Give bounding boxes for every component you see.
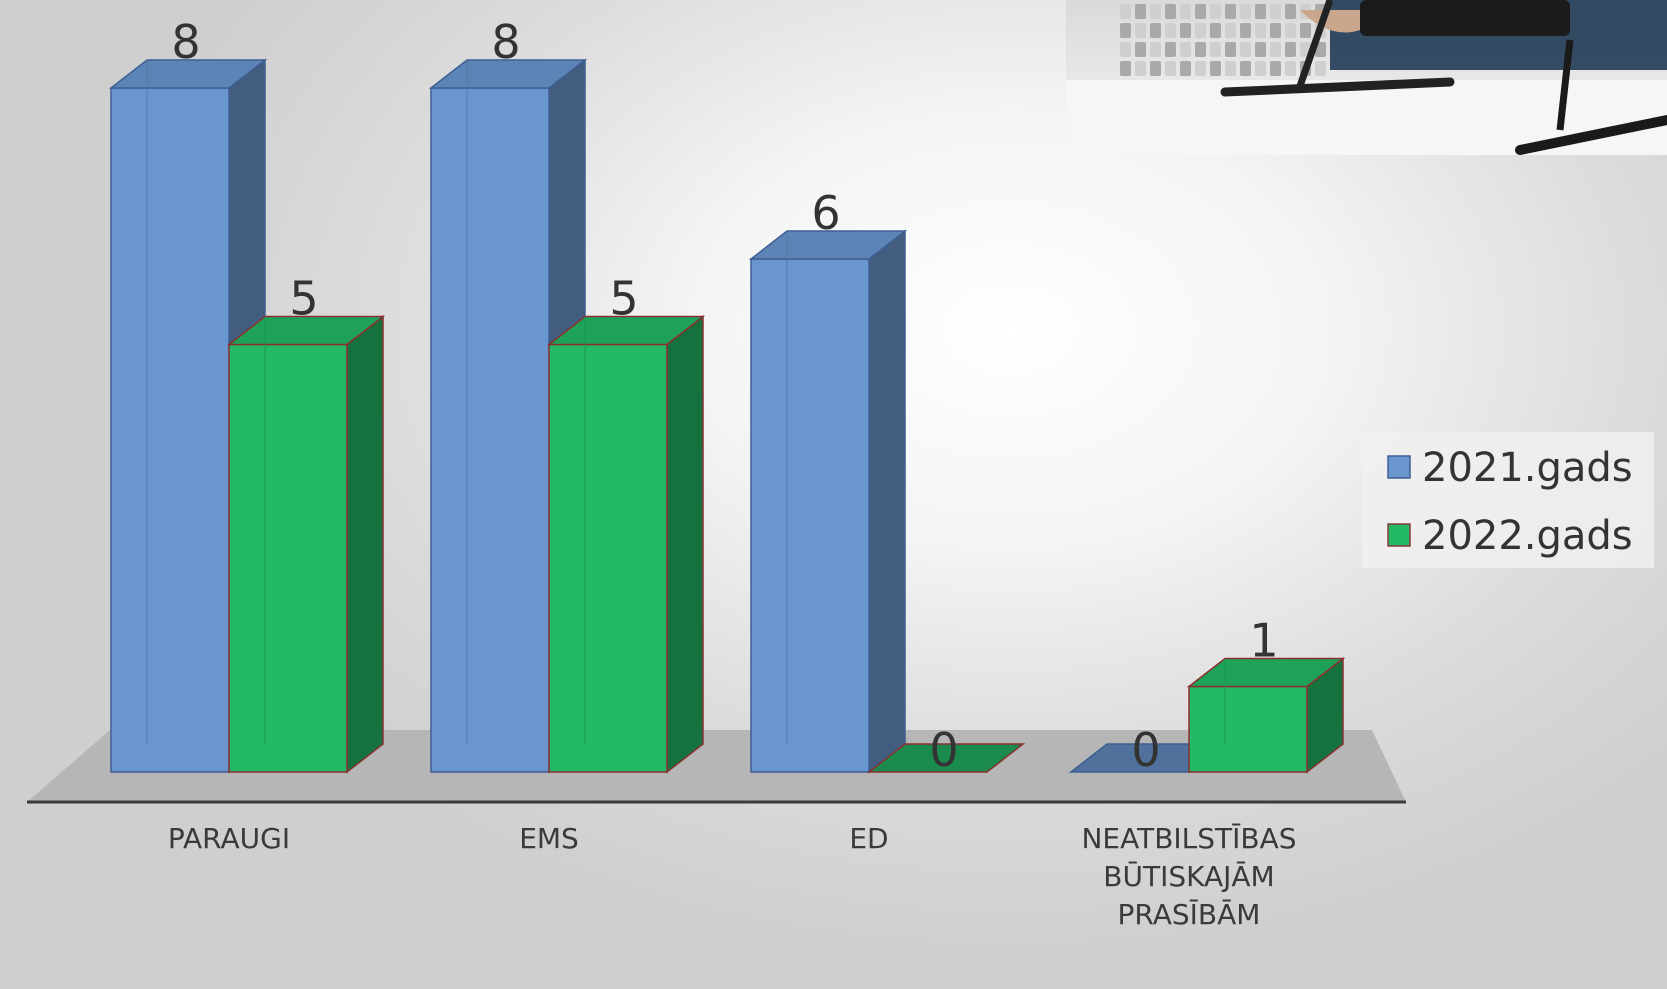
- legend-swatch-2022: [1387, 523, 1411, 547]
- value-labels-layer: 8 5 8 5 6 0 0 1: [171, 15, 1278, 777]
- bar-2022-3: [1186, 656, 1346, 774]
- bars-layer: [108, 58, 1346, 774]
- bar-2022-2: [866, 743, 1026, 773]
- value-label-2022-2: 0: [929, 723, 958, 777]
- bar-2021-2: [748, 229, 908, 774]
- value-label-2022-1: 5: [609, 272, 638, 326]
- legend-swatch-2021: [1387, 455, 1411, 479]
- legend-label-2022: 2022.gads: [1422, 513, 1633, 559]
- legend: 2021.gads 2022.gads: [1362, 432, 1654, 568]
- value-label-2021-3: 0: [1131, 723, 1160, 777]
- category-labels-layer: PARAUGI EMS ED NEATBILSTĪBAS BŪTISKAJĀM PRASĪ…: [168, 822, 1297, 931]
- value-label-2022-3: 1: [1249, 614, 1278, 668]
- bar-2022-0: [226, 314, 386, 774]
- legend-label-2021: 2021.gads: [1422, 445, 1633, 491]
- value-label-2021-1: 8: [491, 15, 520, 69]
- value-label-2021-2: 6: [811, 186, 840, 240]
- bar-2022-1: [546, 314, 706, 774]
- value-label-2022-0: 5: [289, 272, 318, 326]
- photo-wall-pattern: [1120, 4, 1326, 76]
- value-label-2021-0: 8: [171, 15, 200, 69]
- category-label-3: NEATBILSTĪBAS BŪTISKAJĀM PRASĪBĀM: [1081, 822, 1296, 931]
- category-label-0: PARAUGI: [168, 822, 290, 855]
- category-label-1: EMS: [519, 822, 579, 855]
- drone-photo: [1066, 0, 1667, 155]
- category-label-2: ED: [849, 822, 888, 855]
